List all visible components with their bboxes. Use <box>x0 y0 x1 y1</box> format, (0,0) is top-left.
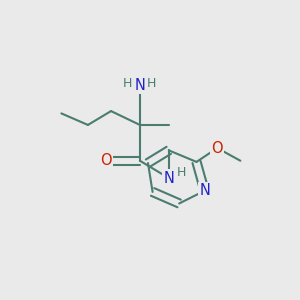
Text: H: H <box>122 77 132 90</box>
Text: O: O <box>100 153 112 168</box>
Text: H: H <box>147 77 156 90</box>
Text: H: H <box>177 166 186 179</box>
Text: N: N <box>199 183 210 198</box>
Text: O: O <box>212 140 223 155</box>
Text: N: N <box>134 78 145 93</box>
Text: N: N <box>163 171 174 186</box>
